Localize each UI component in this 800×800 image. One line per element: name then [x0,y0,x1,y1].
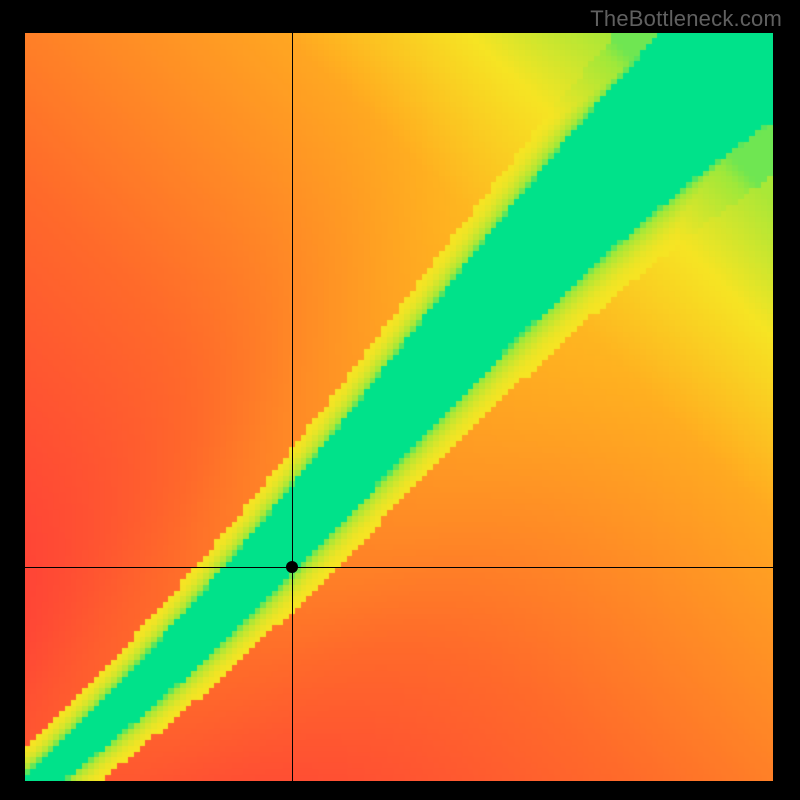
watermark-text: TheBottleneck.com [590,6,782,32]
crosshair-vertical [292,33,293,781]
crosshair-horizontal [25,567,773,568]
plot-frame [25,33,773,781]
heatmap-canvas [25,33,773,781]
crosshair-marker [286,561,298,573]
chart-container: TheBottleneck.com [0,0,800,800]
